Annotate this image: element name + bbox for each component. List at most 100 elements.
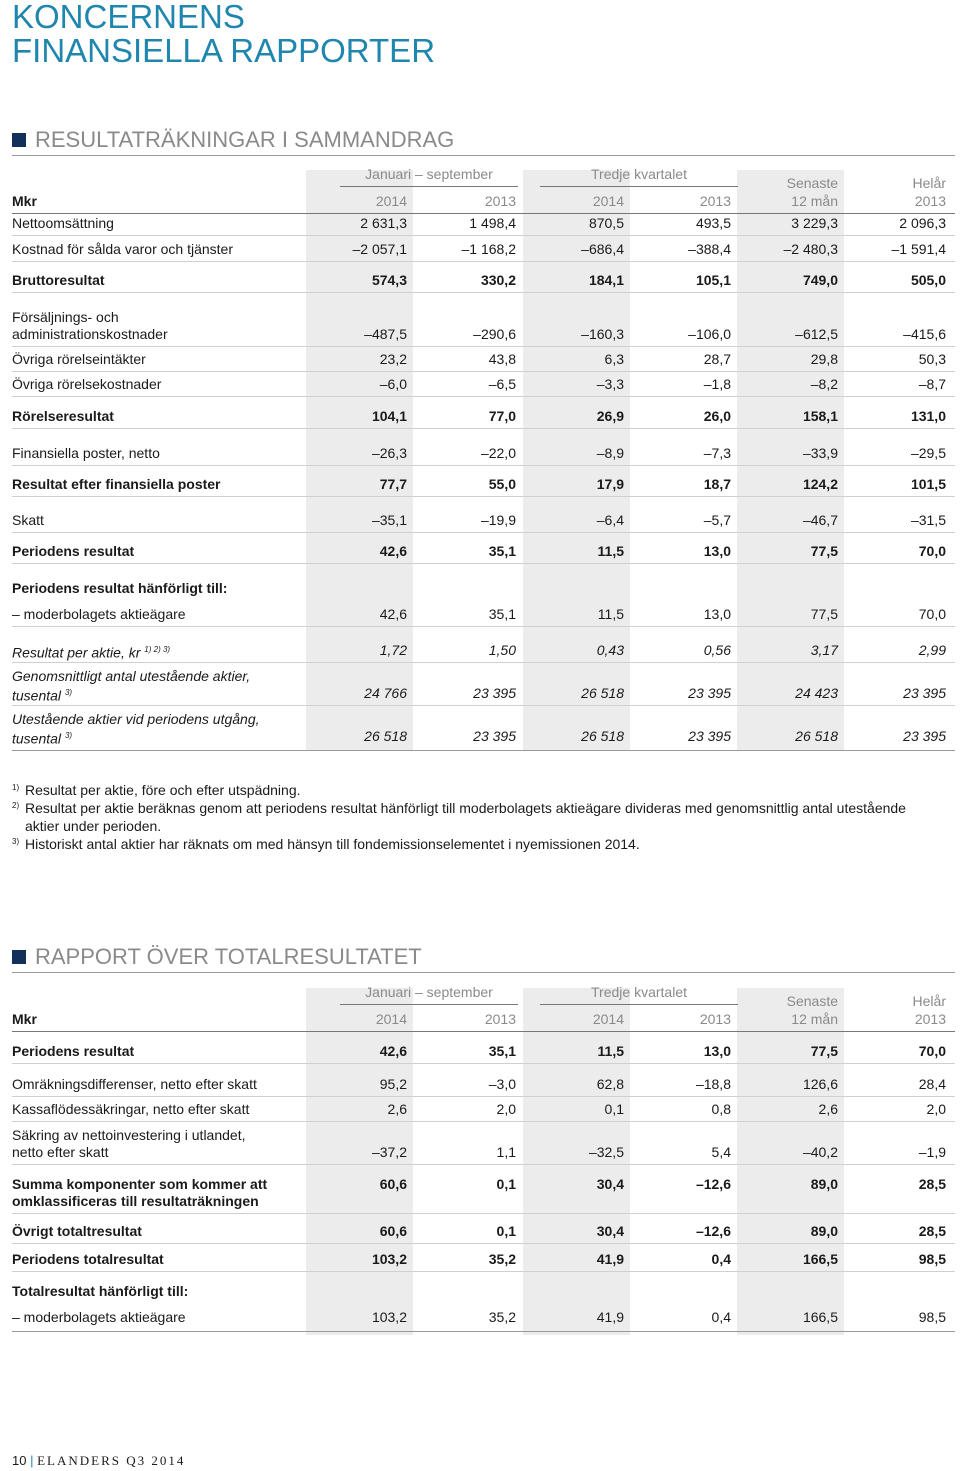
column-shade [523,988,630,1335]
cell-value: –686,4 [581,241,624,257]
rule [12,213,955,214]
cell-value: 2,0 [496,1101,516,1117]
cell-value: 77,5 [810,1043,838,1059]
rule [12,750,955,751]
footnote: 2) Resultat per aktie beräknas genom att … [12,799,942,835]
cell-value: 77,5 [810,543,838,559]
cell-value: 13,0 [703,606,731,622]
cell-value: –388,4 [688,241,731,257]
cell-value: 2,99 [918,642,946,658]
cell-value: 98,5 [918,1251,946,1267]
heading-text: RAPPORT ÖVER TOTALRESULTATET [35,944,422,969]
cell-value: 70,0 [918,606,946,622]
row-label: Periodens resultat hänförligt till: [12,580,227,596]
cell-value: 0,4 [711,1251,731,1267]
label-text: Periodens resultat [12,1043,135,1059]
section-heading: RAPPORT ÖVER TOTALRESULTATET [12,944,422,970]
cell-value: 23 395 [688,728,731,744]
cell-value: 62,8 [596,1076,624,1092]
cell-value: –106,0 [688,326,731,342]
row-label: tusental 3) [12,728,72,747]
cell-value: 11,5 [597,543,624,559]
cell-value: –29,5 [910,445,946,461]
rule [12,1243,955,1244]
cell-value: 1 498,4 [469,215,516,231]
row-label: Summa komponenter som kommer att [12,1176,267,1192]
cell-value: 95,2 [379,1076,407,1092]
column-header: 12 mån [791,1011,838,1027]
row-label: Resultat efter finansiella poster [12,476,221,492]
footnote-mark: 3) [12,837,20,846]
cell-value: 330,2 [480,272,516,288]
rule [12,662,955,663]
column-header: 12 mån [791,193,838,209]
rule [12,261,955,262]
page-title: KONCERNENS FINANSIELLA RAPPORTER [12,0,435,68]
cell-value: 42,6 [379,1043,407,1059]
heading-text: RESULTATRÄKNINGAR I SAMMANDRAG [35,127,455,152]
title-line: FINANSIELLA RAPPORTER [12,32,436,69]
cell-value: –33,9 [802,445,838,461]
label-text: Övriga rörelsekostnader [12,376,162,392]
cell-value: 28,5 [918,1223,946,1239]
cell-value: 28,7 [703,351,731,367]
bullet [12,133,26,147]
cell-value: 70,0 [918,543,946,559]
cell-value: 104,1 [371,408,407,424]
cell-value: –1,8 [703,376,731,392]
cell-value: 55,0 [488,476,516,492]
cell-value: 13,0 [703,543,731,559]
label-text: – moderbolagets aktieägare [12,606,186,622]
cell-value: –3,3 [596,376,624,392]
row-label: Totalresultat hänförligt till: [12,1283,188,1299]
rule [540,186,738,187]
row-label: tusental 3) [12,685,72,704]
cell-value: 13,0 [703,1043,731,1059]
cell-value: 24 766 [364,685,407,701]
label-text: Omräkningsdifferenser, netto efter skatt [12,1076,257,1092]
cell-value: 2 096,3 [899,215,946,231]
label-text: Genomsnittligt antal utestående aktier, [12,668,251,684]
rule [12,563,955,564]
label-text: Bruttoresultat [12,272,105,288]
cell-value: –415,6 [903,326,946,342]
footnote-text: Resultat per aktie beräknas genom att pe… [25,800,906,834]
label-text: Kassaflödessäkringar, netto efter skatt [12,1101,250,1117]
cell-value: –1 168,2 [461,241,517,257]
cell-value: 98,5 [918,1309,946,1325]
cell-value: 77,5 [810,606,838,622]
label-text: Periodens resultat hänförligt till: [12,580,228,596]
cell-value: 870,5 [588,215,624,231]
cell-value: 42,6 [379,543,407,559]
column-group: Tredje kvartalet [591,984,687,1000]
cell-value: 166,5 [802,1309,838,1325]
cell-value: –18,8 [695,1076,731,1092]
label-text: Utestående aktier vid periodens utgång, [12,711,260,727]
cell-value: 35,2 [488,1309,516,1325]
cell-value: –6,0 [379,376,407,392]
footnote: 1) Resultat per aktie, före och efter uts… [12,781,942,799]
cell-value: –32,5 [588,1144,624,1160]
column-header: 2014 [592,193,624,209]
cell-value: 11,5 [597,606,624,622]
cell-value: –35,1 [371,512,407,528]
cell-value: 26,0 [703,408,731,424]
cell-value: 26 518 [581,685,624,701]
column-header: 2014 [375,1011,407,1027]
cell-value: 103,2 [371,1309,407,1325]
row-label: Genomsnittligt antal utestående aktier, [12,668,250,684]
cell-value: 2,0 [926,1101,946,1117]
column-header: 2013 [914,193,946,209]
cell-value: 23,2 [379,351,407,367]
cell-value: 0,56 [703,642,731,658]
rule [12,465,955,466]
cell-value: –37,2 [371,1144,407,1160]
column-header: 2013 [699,193,731,209]
label-text: Kostnad för sålda varor och tjänster [12,241,234,257]
page-number: 10 [12,1453,27,1468]
cell-value: 166,5 [802,1251,838,1267]
footnote-mark: 2) [12,801,20,810]
rule [12,371,955,372]
label-text: Övriga rörelseintäkter [12,351,146,367]
